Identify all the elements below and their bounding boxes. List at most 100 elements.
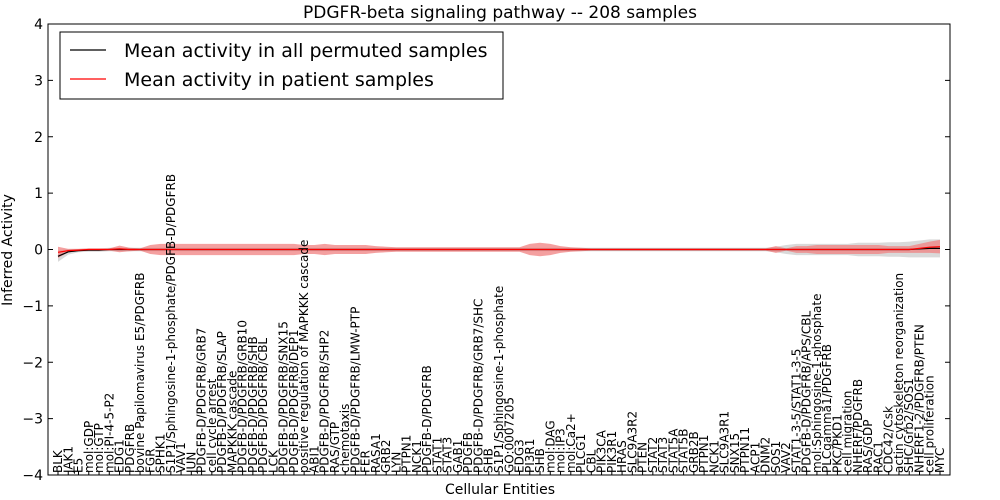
y-tick-label: −3 bbox=[22, 412, 43, 428]
x-axis-label: Cellular Entities bbox=[445, 482, 555, 498]
x-category-label: E5 bbox=[72, 458, 86, 473]
x-category-label: PDGFB-D/PDGFRB/GRB7/SHC bbox=[472, 299, 486, 473]
x-category-label: PTPN1 bbox=[400, 435, 414, 473]
x-category-label: GRB2 bbox=[379, 439, 393, 473]
x-category-label: LYN bbox=[389, 452, 403, 473]
x-category-label: ACP1 bbox=[748, 442, 762, 473]
x-category-label: SHB bbox=[482, 448, 496, 473]
x-category-label: NCK1 bbox=[410, 440, 424, 473]
x-category-label: mol:Ca2+ bbox=[564, 413, 578, 473]
x-category-label: PDGFB-D/PDGFRB/SHP2 bbox=[318, 330, 332, 473]
x-category-label: CBL bbox=[584, 449, 598, 473]
y-tick-label: 0 bbox=[34, 243, 43, 259]
x-category-label: SHC/Grb2/SOS1 bbox=[902, 378, 916, 473]
x-category-label: PDGFB-D/PDGFRB/DEP1 bbox=[287, 329, 301, 473]
x-category-label: PKC/PKD1 bbox=[830, 414, 844, 473]
x-category-label: ABI1 bbox=[307, 445, 321, 473]
x-category-label: PDGFRB bbox=[123, 424, 137, 473]
x-category-label: BLK bbox=[51, 449, 65, 473]
x-category-label: mol:DAG bbox=[543, 420, 557, 473]
confidence-bands bbox=[58, 239, 940, 262]
x-category-label: PDGFB-D/PDGFRB/GRB10 bbox=[236, 320, 250, 473]
x-category-label: RAS/GDP bbox=[861, 420, 875, 474]
x-category-label: PIK3CA bbox=[595, 429, 609, 473]
x-category-label: bovine Papilomavirus E5/PDGFRB bbox=[133, 273, 147, 473]
x-category-label: PTPN1 bbox=[697, 435, 711, 473]
x-category-label: SPHK1 bbox=[154, 434, 168, 473]
x-category-label: PDGFB-D/PDGFRB bbox=[420, 365, 434, 473]
x-category-label: PI3R1 bbox=[523, 439, 537, 473]
x-category-label: mol:IP3 bbox=[554, 428, 568, 473]
x-category-label: chemotaxis bbox=[338, 404, 352, 473]
x-category-label: GAB1 bbox=[451, 440, 465, 473]
x-category-label: JUN bbox=[184, 452, 198, 474]
legend-box bbox=[59, 31, 504, 100]
x-category-label: EDG3 bbox=[513, 439, 527, 473]
x-category-label: STAT1 bbox=[431, 437, 445, 473]
x-category-label: VAV2 bbox=[779, 442, 793, 473]
x-category-label: mol:Sphingosine-1-phosphate bbox=[810, 294, 824, 474]
x-category-label: DNM2 bbox=[759, 437, 773, 473]
x-category-label: SHB bbox=[533, 448, 547, 473]
x-category-label: PDGFB-D/PDGFRB/GRB7 bbox=[195, 328, 209, 473]
x-category-label: PLCgamma1/PDGFRB bbox=[820, 344, 834, 473]
x-category-label: cell proliferation bbox=[923, 375, 937, 473]
x-category-label: GO:0007205 bbox=[502, 397, 516, 473]
x-category-label: NCK1 bbox=[707, 440, 721, 473]
x-category-label: PLCG1 bbox=[574, 434, 588, 473]
y-tick-label: 3 bbox=[34, 73, 43, 89]
x-category-label: GRB2B bbox=[687, 431, 701, 473]
legend-label-patient: Mean activity in patient samples bbox=[124, 69, 434, 91]
x-category-label: PDGFB-D/PDGFRB/CBL bbox=[256, 338, 270, 473]
x-category-label: PTEN bbox=[636, 442, 650, 473]
x-category-label: positive regulation of MAPKKK cascade bbox=[297, 240, 311, 473]
x-category-label: LCK bbox=[266, 449, 280, 473]
x-category-label: PDGFB-D/PDGFRB/SNX15 bbox=[277, 321, 291, 473]
x-category-label: PIK3R1 bbox=[605, 431, 619, 473]
x-category-label: mol:GDP bbox=[82, 421, 96, 473]
x-category-label: EDG1 bbox=[113, 439, 127, 473]
x-category-label: PDGFB-D/PDGFRB/SHB bbox=[246, 336, 260, 473]
x-category-label: PDGFB-D/PDGFRB/LMW-PTP bbox=[348, 307, 362, 473]
y-tick-label: −1 bbox=[22, 299, 43, 315]
x-category-label: RASA1 bbox=[369, 433, 383, 473]
x-category-label: VAV1 bbox=[174, 442, 188, 473]
series-lines bbox=[57, 246, 941, 257]
x-category-label: STAT5A bbox=[666, 428, 680, 473]
x-category-label: SLC9A3R2 bbox=[625, 411, 639, 473]
y-axis-label: Inferred Activity bbox=[0, 194, 16, 306]
x-category-label: JAK1 bbox=[61, 446, 75, 474]
x-category-label: HRAS bbox=[615, 440, 629, 473]
chart-title: PDGFR-beta signaling pathway -- 208 samp… bbox=[303, 3, 697, 23]
x-category-label: NHERF/PDGFRB bbox=[851, 379, 865, 473]
x-category-label: NHERF1-2/PDGFRB/PTEN bbox=[913, 324, 927, 473]
x-category-label: cell cycle arrest bbox=[205, 378, 219, 473]
x-category-label: SLC9A3R1 bbox=[718, 411, 732, 473]
x-category-label: STAT3 bbox=[441, 437, 455, 473]
x-category-label: cell migration bbox=[841, 391, 855, 473]
x-category-label: SNX15 bbox=[728, 433, 742, 473]
x-category-label: CDC42/Csk bbox=[882, 406, 896, 473]
x-category-label: STAT1-3-5/STAT1-3-5 bbox=[789, 349, 803, 473]
x-category-label: mol:GTP bbox=[92, 423, 106, 473]
y-tick-label: −2 bbox=[22, 355, 43, 371]
x-category-label: MAPKKK cascade bbox=[225, 371, 239, 473]
legend: Mean activity in all permuted samples Me… bbox=[59, 31, 504, 100]
x-category-label: MYC bbox=[933, 448, 947, 473]
x-category-label: STAT2 bbox=[646, 437, 660, 473]
x-category-label: FGR bbox=[143, 448, 157, 473]
x-category-label: mol:PI-4-5-P2 bbox=[102, 393, 116, 473]
x-axis: BLKJAK1E5mol:GDPmol:GTPmol:PI-4-5-P2EDG1… bbox=[51, 174, 947, 475]
x-category-label: FER bbox=[359, 450, 373, 473]
x-category-label: RAC1 bbox=[872, 441, 886, 473]
x-category-label: S1P1/Sphingosine-1-phosphate/PDGFB-D/PDG… bbox=[164, 174, 178, 473]
x-category-label: PDGFB-D/PDGFRB/SLAP bbox=[215, 331, 229, 473]
legend-label-permuted: Mean activity in all permuted samples bbox=[124, 40, 487, 62]
y-tick-label: −4 bbox=[22, 468, 43, 484]
y-axis: 4 3 2 1 0 −1 −2 −3 −4 bbox=[22, 17, 950, 484]
x-category-label: actin cytoskeleton reorganization bbox=[892, 273, 906, 473]
y-tick-label: 1 bbox=[34, 186, 43, 202]
x-category-label: S1P1/Sphingosine-1-phosphate bbox=[492, 286, 506, 473]
x-category-label: PDGFB bbox=[461, 432, 475, 473]
